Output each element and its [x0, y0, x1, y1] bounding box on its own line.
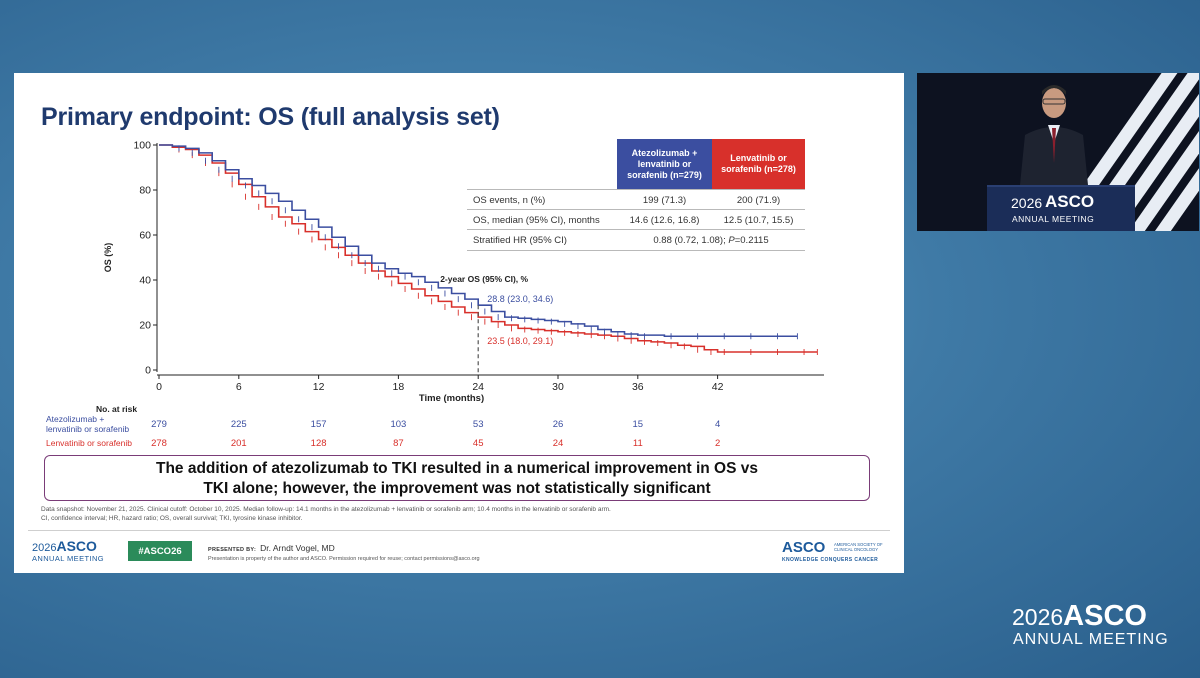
slide-title: Primary endpoint: OS (full analysis set) — [41, 103, 500, 131]
risk-count: 201 — [231, 438, 247, 449]
risk-count: 4 — [715, 419, 720, 430]
y-tick-label: 60 — [139, 230, 151, 242]
presentation-slide: Primary endpoint: OS (full analysis set)… — [14, 73, 904, 573]
table-row: OS events, n (%) 199 (71.3) 200 (71.9) — [467, 189, 805, 210]
table-row: OS, median (95% CI), months 14.6 (12.6, … — [467, 209, 805, 230]
speaker-figure — [1020, 85, 1088, 185]
footnote: Data snapshot: November 21, 2025. Clinic… — [41, 506, 611, 522]
y-tick-label: 100 — [133, 140, 151, 152]
x-tick-label: 12 — [313, 381, 325, 393]
risk-count: 24 — [553, 438, 564, 449]
x-tick-label: 30 — [552, 381, 564, 393]
risk-count: 103 — [390, 419, 406, 430]
two-year-os-lenva-label: 23.5 (18.0, 29.1) — [487, 336, 553, 346]
footer-divider — [28, 530, 890, 531]
header-lenva-arm: Lenvatinib or sorafenib (n=278) — [712, 139, 805, 189]
y-tick-label: 20 — [139, 320, 151, 332]
y-tick-label: 40 — [139, 275, 151, 287]
risk-count: 26 — [553, 419, 564, 430]
risk-count: 11 — [633, 438, 643, 449]
y-axis-label: OS (%) — [103, 243, 113, 273]
risk-count: 128 — [311, 438, 327, 449]
y-tick-label: 0 — [145, 365, 151, 377]
x-tick-label: 18 — [393, 381, 405, 393]
risk-count: 157 — [311, 419, 327, 430]
risk-count: 87 — [393, 438, 404, 449]
x-tick-label: 6 — [236, 381, 242, 393]
chart-axes: 0 20 40 60 80 100 0 6 12 18 24 30 36 42 — [133, 140, 824, 393]
risk-row-label: Atezolizumab + — [46, 414, 104, 424]
x-tick-label: 0 — [156, 381, 162, 393]
permission-note: Presentation is property of the author a… — [208, 556, 480, 562]
risk-row-label: lenvatinib or sorafenib — [46, 424, 129, 434]
hashtag-badge: #ASCO26 — [128, 541, 192, 561]
y-tick-label: 80 — [139, 185, 151, 197]
speaker-video-feed: 2026 ASCO ANNUAL MEETING — [917, 73, 1199, 231]
x-tick-label: 24 — [472, 381, 484, 393]
podium: 2026 ASCO ANNUAL MEETING — [987, 185, 1135, 231]
asco-watermark-logo: 2026ASCO ANNUAL MEETING — [1012, 600, 1169, 648]
x-axis-label: Time (months) — [419, 393, 484, 404]
km-curve-lenva — [159, 144, 818, 353]
risk-row-label: Lenvatinib or sorafenib — [46, 438, 132, 448]
risk-count: 53 — [473, 419, 484, 430]
risk-count: 278 — [151, 438, 167, 449]
km-curve-atezo — [159, 144, 798, 338]
conclusion-callout: The addition of atezolizumab to TKI resu… — [44, 455, 870, 501]
risk-count: 2 — [715, 438, 720, 449]
chart-curves — [159, 144, 818, 355]
risk-count: 15 — [633, 419, 644, 430]
presented-by: PRESENTED BY: Dr. Arndt Vogel, MD — [208, 543, 335, 553]
risk-count: 45 — [473, 438, 484, 449]
header-atezo-arm: Atezolizumab + lenvatinib or sorafenib (… — [617, 139, 712, 189]
x-tick-label: 42 — [712, 381, 724, 393]
table-row-hr: Stratified HR (95% CI) 0.88 (0.72, 1.08)… — [467, 229, 805, 251]
asco-annual-meeting-logo: 2026ASCO ANNUAL MEETING — [32, 538, 104, 563]
risk-count: 279 — [151, 419, 167, 430]
two-year-os-title: 2-year OS (95% CI), % — [440, 274, 528, 284]
asco-society-logo: ASCO AMERICAN SOCIETY OF CLINICAL ONCOLO… — [782, 539, 883, 563]
risk-count: 225 — [231, 419, 247, 430]
risk-table-title: No. at risk — [96, 404, 137, 414]
two-year-os-atezo-label: 28.8 (23.0, 34.6) — [487, 294, 553, 304]
x-tick-label: 36 — [632, 381, 644, 393]
chart-annotations: 2-year OS (95% CI), % 28.8 (23.0, 34.6) … — [440, 274, 553, 375]
